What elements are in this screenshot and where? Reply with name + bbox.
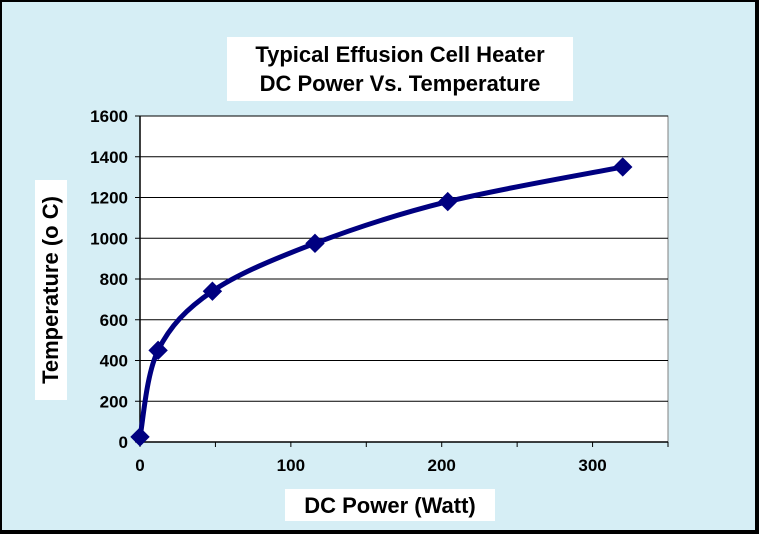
series-markers	[130, 157, 633, 447]
title-box	[227, 37, 573, 101]
chart-subtitle: DC Power Vs. Temperature	[260, 71, 541, 96]
data-point-marker	[130, 427, 150, 447]
x-axis-title: DC Power (Watt)	[304, 493, 476, 518]
y-tick-label: 1200	[90, 189, 128, 208]
y-axis-title: Temperature (o C)	[38, 196, 63, 384]
data-point-marker	[613, 157, 633, 177]
data-point-marker	[305, 233, 325, 254]
y-axis-ticks: 0 200 400 600 800 1000 1200 1400 1600	[90, 107, 140, 452]
y-tick-label: 600	[100, 311, 128, 330]
data-point-marker	[202, 281, 223, 301]
y-tick-label: 1400	[90, 148, 128, 167]
x-axis-title-box	[285, 489, 495, 521]
x-tick-label: 100	[277, 456, 305, 475]
y-tick-label: 200	[100, 392, 128, 411]
gridlines	[140, 115, 668, 402]
y-tick-label: 1600	[90, 107, 128, 126]
y-tick-label: 1000	[90, 229, 128, 248]
data-point-marker	[148, 340, 168, 361]
y-tick-label: 400	[100, 352, 128, 371]
y-tick-label: 800	[100, 270, 128, 289]
y-tick-label: 0	[119, 433, 128, 452]
x-tick-label: 0	[135, 456, 144, 475]
data-point-marker	[438, 191, 458, 212]
x-tick-label: 300	[578, 456, 606, 475]
x-tick-label: 200	[428, 456, 456, 475]
y-axis-title-box	[35, 180, 67, 400]
chart-title: Typical Effusion Cell Heater	[255, 42, 545, 67]
x-axis-ticks: 0 100 200 300	[135, 116, 669, 475]
